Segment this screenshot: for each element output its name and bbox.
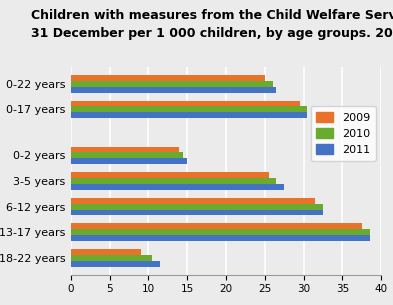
Text: Children with measures from the Child Welfare Services per: Children with measures from the Child We… (31, 9, 393, 22)
Bar (71, 224, 362, 229)
Bar (71, 75, 265, 81)
Bar (71, 81, 273, 87)
Bar (71, 147, 179, 152)
Bar (71, 204, 323, 210)
Text: 31 December per 1 000 children, by age groups. 2009-2011: 31 December per 1 000 children, by age g… (31, 27, 393, 41)
Bar (71, 184, 284, 190)
Bar (71, 235, 369, 241)
Bar (71, 255, 152, 261)
Bar (71, 261, 160, 267)
Bar (71, 101, 300, 106)
Bar (71, 210, 323, 215)
Bar (71, 112, 307, 118)
Bar (71, 198, 315, 204)
Bar (71, 87, 276, 93)
Bar (71, 158, 187, 164)
Legend: 2009, 2010, 2011: 2009, 2010, 2011 (311, 106, 376, 161)
Bar (71, 249, 141, 255)
Bar (71, 172, 269, 178)
Bar (71, 152, 183, 158)
Bar (71, 229, 369, 235)
Bar (71, 178, 276, 184)
Bar (71, 106, 307, 112)
